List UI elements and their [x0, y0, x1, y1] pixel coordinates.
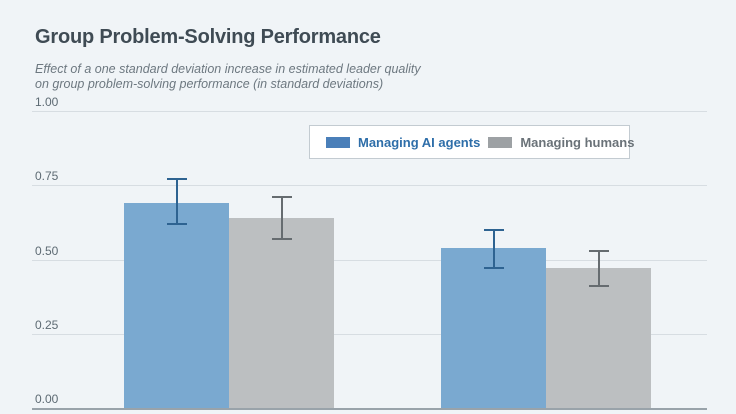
legend-swatch-blue-icon	[326, 136, 350, 148]
grid-line	[32, 259, 707, 261]
grid-line	[32, 333, 707, 335]
bar-managing-humans-group-2	[546, 268, 651, 408]
error-bar-cap	[271, 196, 292, 199]
legend-label-managing-humans: Managing humans	[520, 134, 635, 150]
grid-line	[32, 185, 707, 187]
y-tick-label: 1.00	[35, 95, 59, 109]
error-bar-line	[597, 250, 600, 287]
chart-title: Group Problem-Solving Performance	[35, 26, 381, 48]
bar-managing-ai-agents-group-1	[124, 203, 229, 408]
legend-item-managing-ai-agents: Managing AI agents	[326, 135, 480, 150]
legend-item-managing-humans: Managing humans	[488, 135, 634, 150]
error-bar-cap	[271, 237, 292, 240]
y-tick-label: 0.00	[35, 392, 59, 406]
y-tick-label: 0.50	[35, 243, 59, 258]
chart-subtitle-line-2: on group problem-solving performance (in…	[35, 77, 384, 91]
error-bar-cap	[166, 222, 187, 225]
chart-subtitle-line-1: Effect of a one standard deviation incre…	[35, 62, 421, 76]
y-tick-label: 0.25	[35, 317, 59, 332]
error-bar-cap	[483, 267, 504, 270]
legend: Managing AI agents Managing humans	[309, 125, 634, 159]
legend-label-managing-ai-agents: Managing AI agents	[358, 134, 481, 150]
error-bar-line	[492, 229, 495, 269]
error-bar-cap	[588, 249, 609, 252]
chart-subtitle: Effect of a one standard deviation incre…	[35, 62, 421, 92]
y-tick-label: 0.75	[35, 169, 59, 184]
grid-line	[32, 111, 707, 112]
bar-managing-ai-agents-group-2	[441, 247, 546, 408]
error-bar-cap	[483, 228, 504, 231]
x-axis-baseline	[32, 408, 707, 410]
error-bar-line	[175, 179, 178, 224]
error-bar-line	[280, 197, 283, 239]
bar-managing-humans-group-1	[229, 217, 334, 408]
error-bar-cap	[166, 178, 187, 181]
error-bar-cap	[588, 285, 609, 288]
legend-swatch-gray-icon	[488, 136, 513, 148]
